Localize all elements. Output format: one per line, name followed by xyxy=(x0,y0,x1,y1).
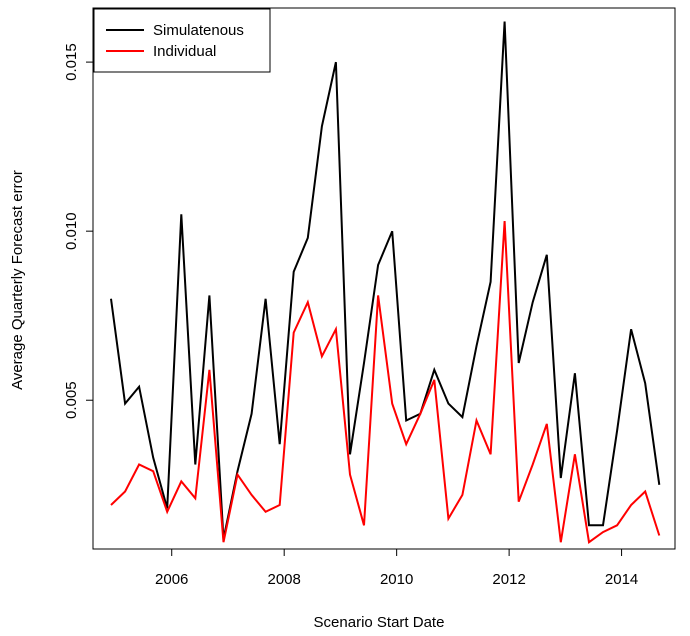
plot-frame xyxy=(92,7,676,550)
legend: Simulatenous Individual xyxy=(93,8,271,73)
series-line-individual xyxy=(110,220,661,544)
x-tick-label: 2006 xyxy=(155,571,188,588)
y-tick-label: 0.015 xyxy=(63,43,80,81)
x-tick-label: 2010 xyxy=(380,571,413,588)
x-tick-label: 2008 xyxy=(268,571,301,588)
y-axis: 0.005 0.010 0.015 xyxy=(63,43,94,419)
y-tick-label: 0.010 xyxy=(63,212,80,250)
x-tick-label: 2012 xyxy=(492,571,525,588)
series-line-simulatenous xyxy=(110,21,661,540)
legend-label-simulatenous: Simulatenous xyxy=(153,22,244,39)
series-layer xyxy=(110,21,661,544)
y-tick-label: 0.005 xyxy=(63,381,80,419)
x-axis: 2006 2008 2010 2012 2014 xyxy=(155,548,638,588)
legend-box xyxy=(93,8,271,73)
legend-label-individual: Individual xyxy=(153,43,216,60)
x-axis-title: Scenario Start Date xyxy=(314,614,445,631)
y-axis-title: Average Quarterly Forecast error xyxy=(9,170,26,390)
x-tick-label: 2014 xyxy=(605,571,638,588)
